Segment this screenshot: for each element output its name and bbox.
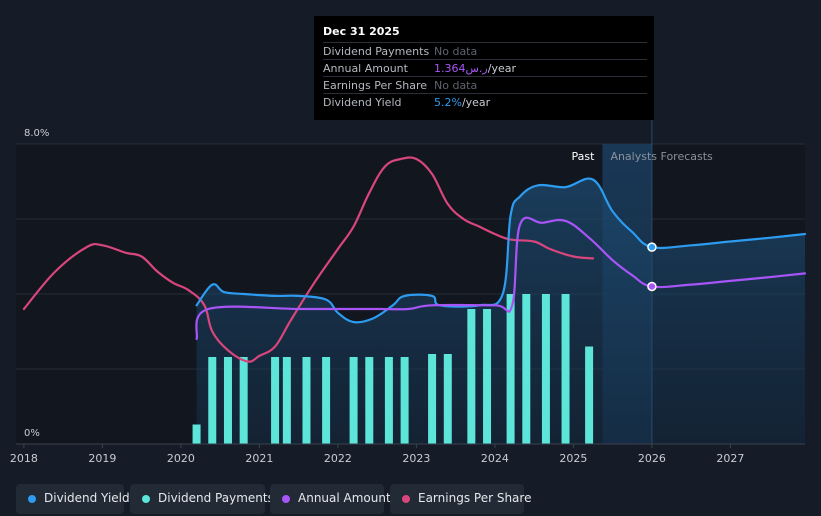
dividend-payment-bar	[428, 354, 437, 444]
dividend-payment-bar	[302, 357, 311, 444]
y-axis-top-label: 8.0%	[24, 128, 49, 139]
tooltip-label: Dividend Payments	[323, 45, 430, 58]
dividend-yield-marker	[647, 242, 657, 252]
tooltip-value: 5.2%/year	[434, 96, 490, 109]
earnings-per-share-line	[22, 156, 595, 363]
dividend-yield-area	[196, 178, 806, 444]
legend-label: Earnings Per Share	[418, 491, 532, 505]
x-tick-label: 2022	[324, 452, 352, 465]
legend-dot-icon	[402, 495, 410, 503]
legend-annual-amount[interactable]: Annual Amount	[270, 484, 391, 514]
tooltip-value: No data	[434, 45, 478, 58]
y-axis-bottom-label: 0%	[24, 428, 40, 439]
x-tick-label: 2018	[10, 452, 38, 465]
tooltip-label: Earnings Per Share	[323, 79, 428, 92]
dividend-payment-bar	[585, 346, 594, 444]
dividend-payment-bar	[271, 357, 280, 444]
dividend-payment-bar	[239, 357, 248, 444]
dividend-payment-bar	[506, 294, 515, 444]
dividend-yield-line	[195, 177, 807, 324]
dividend-payment-bar	[561, 294, 570, 444]
dividend-payment-bar	[522, 294, 531, 444]
annual-amount-line	[195, 216, 807, 341]
dividend-payment-bar	[541, 294, 550, 444]
legend-dot-icon	[142, 495, 150, 503]
legend-label: Dividend Yield	[44, 491, 130, 505]
legend-label: Annual Amount	[298, 491, 391, 505]
legend-dot-icon	[282, 495, 290, 503]
dividend-payment-bar	[192, 424, 201, 444]
dividend-payment-bar	[400, 357, 409, 444]
x-tick-label: 2021	[245, 452, 273, 465]
legend-label: Dividend Payments	[158, 491, 274, 505]
tooltip-date: Dec 31 2025	[323, 25, 400, 38]
x-tick-label: 2019	[88, 452, 116, 465]
legend-dividend-yield[interactable]: Dividend Yield	[16, 484, 130, 514]
tooltip-row-dividend-yield: Dividend Yield 5.2%/year	[323, 93, 647, 111]
tooltip-value: 1.364ر.س/year	[434, 62, 516, 75]
annual-amount-value: 1.364ر.س	[434, 62, 488, 75]
dividend-payment-bar	[384, 357, 393, 444]
annual-amount-unit: /year	[487, 62, 516, 75]
x-tick-label: 2020	[167, 452, 195, 465]
legend-dot-icon	[28, 495, 36, 503]
dividend-payment-bar	[365, 357, 374, 444]
legend-dividend-payments[interactable]: Dividend Payments	[130, 484, 274, 514]
dividend-payment-bar	[483, 309, 492, 444]
tooltip-row-annual-amount: Annual Amount 1.364ر.س/year	[323, 59, 647, 77]
x-tick-label: 2027	[716, 452, 744, 465]
forecast-label: Analysts Forecasts	[610, 150, 713, 163]
legend-earnings-per-share[interactable]: Earnings Per Share	[390, 484, 531, 514]
annual-amount-marker	[647, 281, 657, 292]
tooltip-row-eps: Earnings Per Share No data	[323, 76, 647, 94]
tooltip-row-dividend-payments: Dividend Payments No data	[323, 42, 647, 60]
tooltip: Dec 31 2025 Dividend Payments No data An…	[314, 16, 654, 120]
dividend-payment-bar	[223, 357, 232, 444]
dividend-payment-bar	[467, 309, 476, 444]
tooltip-value: No data	[434, 79, 478, 92]
dividend-payment-bar	[282, 357, 291, 444]
dividend-yield-unit: /year	[461, 96, 491, 109]
dividend-yield-value: 5.2%	[434, 96, 462, 109]
x-tick-label: 2024	[481, 452, 509, 465]
dividend-payment-bar	[208, 357, 217, 444]
x-tick-label: 2026	[638, 452, 666, 465]
tooltip-label: Dividend Yield	[323, 96, 402, 109]
dividend-payment-bar	[349, 357, 358, 444]
dividend-payment-bar	[443, 354, 452, 444]
x-tick-label: 2025	[559, 452, 587, 465]
x-tick-label: 2023	[402, 452, 430, 465]
past-label: Past	[572, 150, 596, 163]
dividend-payment-bar	[322, 357, 331, 444]
tooltip-label: Annual Amount	[323, 62, 408, 75]
